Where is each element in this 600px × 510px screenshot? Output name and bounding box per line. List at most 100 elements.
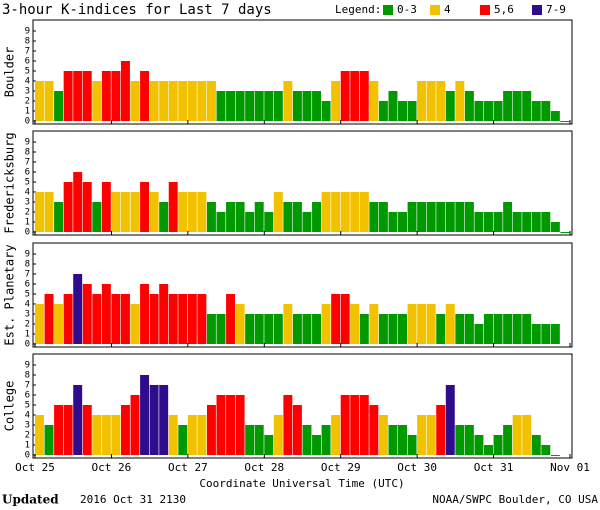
- bar: [378, 101, 388, 121]
- legend-swatch: [532, 5, 542, 15]
- bar: [140, 182, 150, 232]
- bar: [82, 405, 92, 455]
- bar: [168, 294, 178, 344]
- bar: [63, 405, 73, 455]
- bar: [464, 425, 474, 455]
- y-tick-label: 7: [25, 270, 30, 280]
- bar: [321, 425, 331, 455]
- footer-updated: Updated: [2, 493, 59, 507]
- bar: [226, 395, 236, 455]
- bar: [292, 202, 302, 232]
- y-tick-label: 5: [25, 290, 30, 300]
- bar: [178, 192, 188, 232]
- y-tick-label: 3: [25, 198, 30, 208]
- bar: [73, 172, 83, 232]
- y-tick-label: 0: [25, 117, 30, 127]
- y-tick-label: 0: [25, 340, 30, 350]
- bar: [436, 314, 446, 344]
- panel-frame: [32, 353, 573, 459]
- bar: [283, 81, 293, 121]
- bar: [254, 202, 264, 232]
- bar: [245, 91, 255, 121]
- legend-label: 5,6: [494, 3, 514, 16]
- bar: [187, 81, 197, 121]
- bar: [235, 202, 245, 232]
- y-tick-label: 0: [25, 228, 30, 238]
- bar: [35, 415, 44, 455]
- x-tick-label: Oct 27: [168, 461, 208, 474]
- bar: [321, 304, 331, 344]
- bar: [273, 314, 283, 344]
- y-tick-label: 3: [25, 310, 30, 320]
- y-tick-label: 5: [25, 178, 30, 188]
- bar: [54, 304, 64, 344]
- bar: [369, 81, 379, 121]
- bar: [522, 91, 532, 121]
- bar: [512, 212, 522, 232]
- bar: [73, 71, 83, 121]
- bar: [44, 294, 54, 344]
- x-tick-label: Oct 30: [397, 461, 437, 474]
- bar: [120, 192, 130, 232]
- bar: [168, 81, 178, 121]
- bar: [35, 81, 44, 121]
- bar: [445, 91, 455, 121]
- bar: [292, 405, 302, 455]
- bar: [44, 81, 54, 121]
- bar: [503, 425, 513, 455]
- bar: [359, 192, 369, 232]
- bar: [254, 425, 264, 455]
- bar: [407, 202, 417, 232]
- bar: [254, 91, 264, 121]
- panel-frame: [32, 19, 573, 125]
- bar: [302, 425, 312, 455]
- bar: [378, 314, 388, 344]
- bar: [54, 405, 64, 455]
- bar: [359, 395, 369, 455]
- bar: [359, 314, 369, 344]
- bar: [206, 405, 216, 455]
- bar: [331, 294, 341, 344]
- bar: [484, 445, 493, 455]
- bar: [426, 415, 436, 455]
- y-tick-label: 4: [25, 411, 30, 421]
- bar: [235, 304, 245, 344]
- bar: [531, 212, 541, 232]
- bar: [464, 314, 474, 344]
- bar: [292, 314, 302, 344]
- bar: [283, 395, 293, 455]
- bar: [197, 415, 207, 455]
- bar: [522, 415, 532, 455]
- bar: [73, 274, 83, 344]
- bar: [63, 71, 73, 121]
- bar: [101, 415, 111, 455]
- y-tick-label: 1: [25, 330, 30, 340]
- bar: [159, 385, 169, 455]
- bar: [493, 212, 503, 232]
- bar: [130, 395, 140, 455]
- bar: [455, 425, 465, 455]
- bar: [216, 212, 226, 232]
- bar: [312, 314, 322, 344]
- bar: [550, 324, 560, 344]
- bar: [245, 314, 255, 344]
- bar: [445, 304, 455, 344]
- bar: [130, 192, 140, 232]
- bar: [264, 314, 274, 344]
- bar: [493, 435, 503, 455]
- bar: [531, 101, 541, 121]
- bar: [560, 232, 570, 233]
- y-tick-label: 0: [25, 451, 30, 461]
- bar: [226, 294, 236, 344]
- x-tick-label: Oct 26: [92, 461, 132, 474]
- bar: [206, 314, 216, 344]
- bar: [302, 91, 312, 121]
- bar: [264, 91, 274, 121]
- y-tick-label: 8: [25, 260, 30, 270]
- y-tick-label: 9: [25, 361, 30, 371]
- y-tick-label: 7: [25, 47, 30, 57]
- y-tick-label: 3: [25, 87, 30, 97]
- bar: [245, 212, 255, 232]
- bar: [484, 314, 493, 344]
- bar: [226, 202, 236, 232]
